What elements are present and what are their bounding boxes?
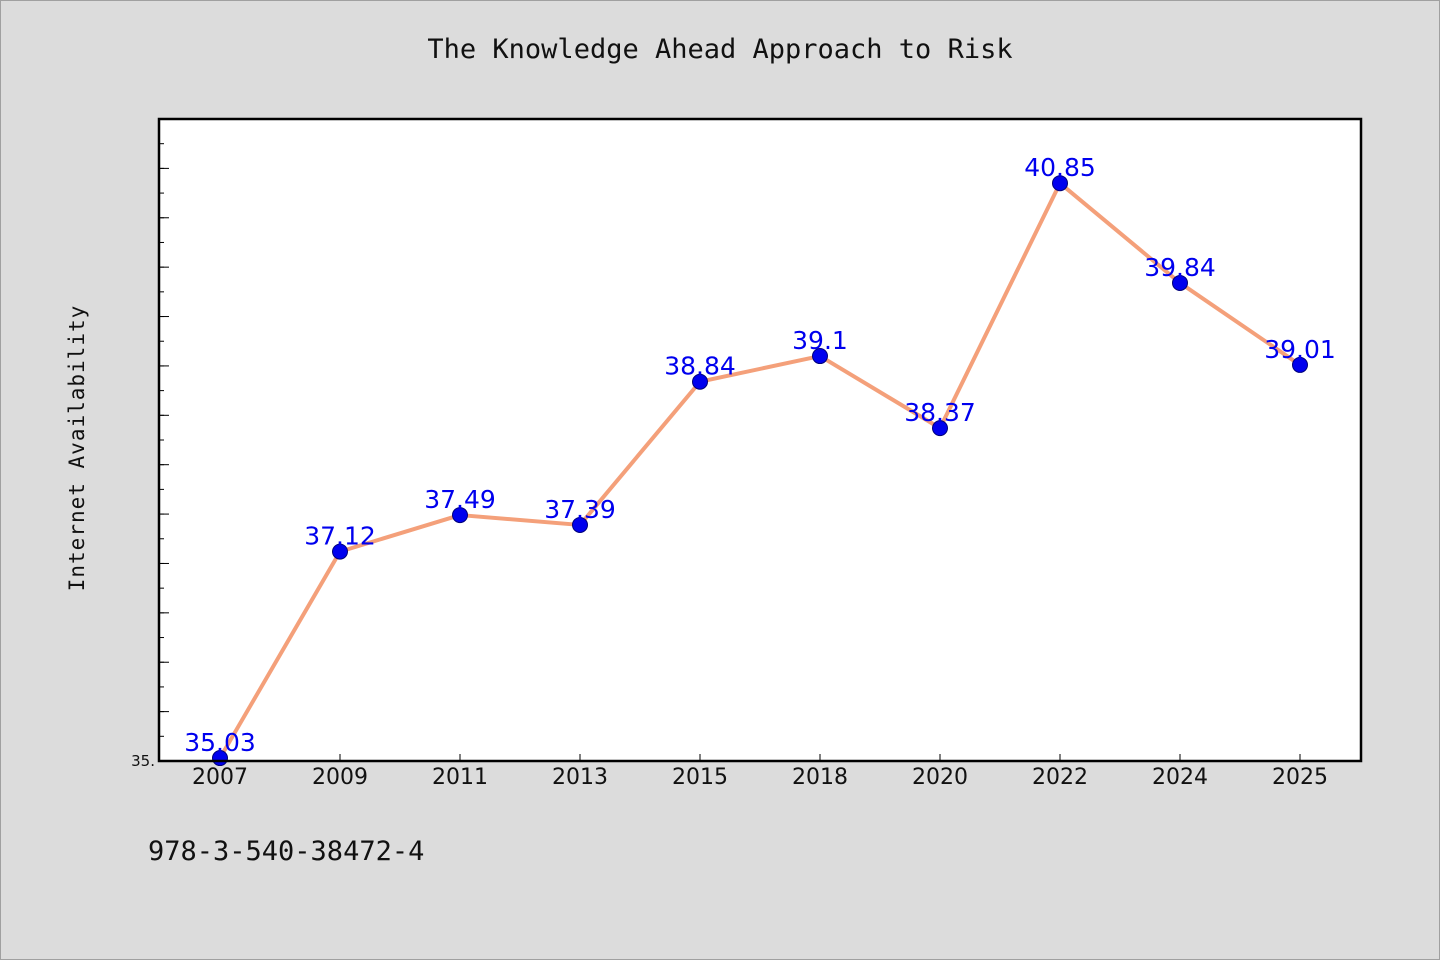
plot-border xyxy=(157,117,1363,763)
data-label: 39.84 xyxy=(1144,253,1216,282)
chart-title: The Knowledge Ahead Approach to Risk xyxy=(427,34,1013,65)
series-line xyxy=(218,181,1302,761)
data-label: 39.1 xyxy=(792,326,848,355)
data-label: 37.39 xyxy=(544,495,616,524)
x-tick-label: 2013 xyxy=(552,765,608,790)
data-point xyxy=(692,373,708,390)
data-label: 38.84 xyxy=(664,352,736,381)
data-point xyxy=(1292,356,1308,373)
y-tick-label: 35. xyxy=(131,752,155,770)
data-label: 39.01 xyxy=(1264,335,1336,364)
data-label: 37.12 xyxy=(304,522,376,551)
x-tick-label: 2007 xyxy=(192,765,248,790)
data-label: 37.49 xyxy=(424,485,496,514)
data-point xyxy=(932,420,948,437)
plot-area xyxy=(159,119,1361,761)
x-axis-ticks: 2007 2009 2011 2013 2015 2018 2020 2022 2024 2025 xyxy=(192,754,1328,790)
data-point xyxy=(1172,274,1188,291)
x-tick-label: 2020 xyxy=(912,765,968,790)
series-layer xyxy=(212,175,1308,767)
x-tick-label: 2025 xyxy=(1272,765,1328,790)
footer-text: 978-3-540-38472-4 xyxy=(148,836,425,867)
data-point xyxy=(572,516,588,533)
x-tick-label: 2022 xyxy=(1032,765,1088,790)
data-label: 38.37 xyxy=(904,398,976,427)
data-point xyxy=(452,507,468,524)
data-point xyxy=(812,348,828,365)
data-label-layer: 35.03 37.12 37.49 37.39 38.84 39.1 38.37 40.85 3… xyxy=(184,153,1336,757)
x-tick-label: 2011 xyxy=(432,765,488,790)
data-label: 40.85 xyxy=(1024,153,1096,182)
x-tick-label: 2018 xyxy=(792,765,848,790)
data-point xyxy=(332,543,348,560)
x-tick-label: 2015 xyxy=(672,765,728,790)
data-point xyxy=(1052,175,1068,192)
data-label: 35.03 xyxy=(184,728,256,757)
x-tick-label: 2024 xyxy=(1152,765,1208,790)
x-tick-label: 2009 xyxy=(312,765,368,790)
